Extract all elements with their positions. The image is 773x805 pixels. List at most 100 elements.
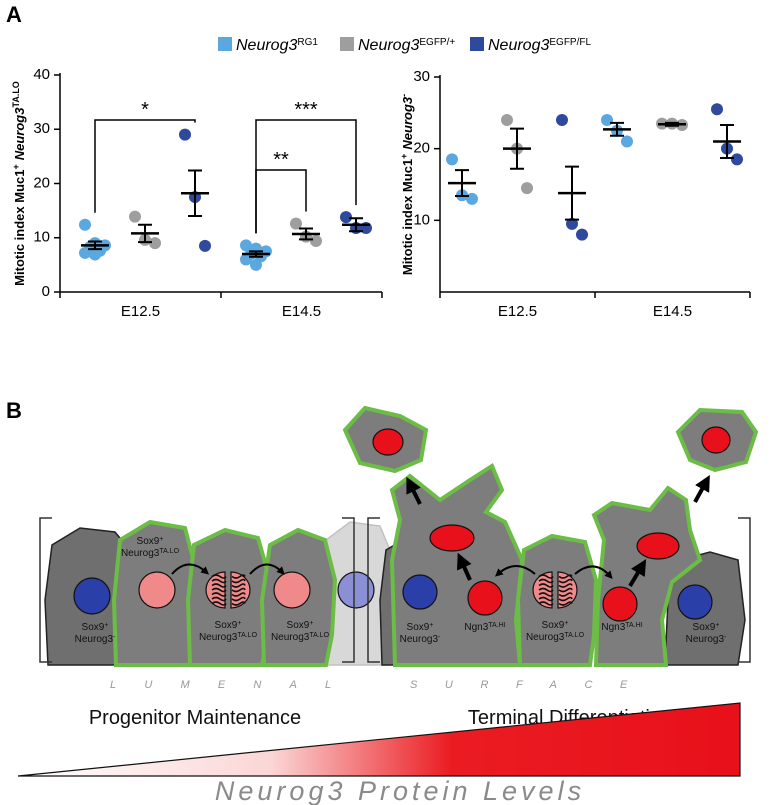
data-point xyxy=(149,237,161,250)
data-point xyxy=(576,228,588,241)
data-point xyxy=(501,114,513,126)
error-bar xyxy=(455,169,469,197)
data-point xyxy=(566,217,578,230)
error-bar xyxy=(720,124,734,159)
nucleus xyxy=(467,580,503,616)
chromosomes xyxy=(538,574,573,606)
cell-label-superscript: TA.LO xyxy=(309,632,329,639)
y-label-superscript: - xyxy=(399,94,409,97)
y-tick-label: 20 xyxy=(33,174,50,191)
cell-label-main: Sox9 xyxy=(407,622,430,633)
cell-label-main: Neurog3 xyxy=(199,632,238,643)
cell-label: Neurog3- xyxy=(400,634,441,646)
cell-label: Sox9+ xyxy=(542,620,569,632)
significance-bracket xyxy=(255,119,357,234)
panel-label: B xyxy=(6,398,22,423)
legend-swatch xyxy=(218,37,232,51)
legend-superscript: RG1 xyxy=(297,37,318,48)
panel-label: A xyxy=(6,2,22,27)
cell-label: Neurog3- xyxy=(75,634,116,646)
y-tick-label: 30 xyxy=(413,68,430,85)
significance-bracket xyxy=(94,119,196,213)
cell-label-main: Sox9 xyxy=(693,622,716,633)
significance-label: *** xyxy=(294,99,318,121)
data-point xyxy=(556,114,568,126)
cell-label-main: Ngn3 xyxy=(464,622,488,633)
nucleus xyxy=(73,577,111,615)
bracket xyxy=(367,517,380,663)
error-bar xyxy=(565,165,579,221)
nucleus xyxy=(701,426,731,454)
x-tick-label: E14.5 xyxy=(653,303,692,320)
gradient-triangle xyxy=(17,702,741,777)
legend-label: Neurog3EGFP/+ xyxy=(358,37,455,55)
y-label-part: Neurog3 xyxy=(12,107,27,161)
cell-label-superscript: + xyxy=(104,622,108,629)
data-point xyxy=(179,128,191,141)
y-axis-label: Mitotic index Muc1+ Neurog3- xyxy=(399,94,415,275)
arrow xyxy=(574,565,613,579)
cell-label: Sox9+ xyxy=(407,622,434,634)
cell-label-main: Neurog3 xyxy=(686,634,725,645)
cell-label-main: Sox9 xyxy=(82,622,105,633)
data-point xyxy=(129,210,141,223)
y-label-part: Mitotic index Muc1 xyxy=(12,170,27,286)
nucleus xyxy=(402,574,438,610)
bracket xyxy=(342,517,355,663)
diagram: Sox9+Neurog3-Sox9+Neurog3TA.LOSox9+Neuro… xyxy=(17,405,759,805)
arrow xyxy=(406,476,422,505)
y-tick-label: 30 xyxy=(33,120,50,137)
nucleus xyxy=(429,524,475,552)
bracket xyxy=(738,517,751,663)
section-label: Progenitor Maintenance xyxy=(89,707,301,729)
y-axis-label: Mitotic index Muc1+ Neurog3TA.LO xyxy=(11,81,27,286)
y-tick-label: 0 xyxy=(42,283,50,300)
cell-label-superscript: + xyxy=(715,622,719,629)
cell-label-superscript: TA.HI xyxy=(625,622,642,629)
nucleus xyxy=(677,584,713,620)
y-label-superscript: TA.LO xyxy=(11,81,21,107)
legend-name: Neurog3 xyxy=(488,37,549,54)
data-point xyxy=(711,103,723,116)
error-bar xyxy=(665,121,679,127)
cell-label-superscript: TA.LO xyxy=(564,632,584,639)
y-tick-label: 20 xyxy=(413,140,430,157)
y-tick-label: 10 xyxy=(413,211,430,228)
cell-label-main: Neurog3 xyxy=(400,634,439,645)
error-bar xyxy=(510,127,524,170)
cell-label-superscript: + xyxy=(429,622,433,629)
cell-label-superscript: - xyxy=(724,634,727,641)
nucleus xyxy=(636,532,680,560)
cell-label: Sox9+ xyxy=(693,622,720,634)
cell-label: Sox9+ xyxy=(215,620,242,632)
y-label-part: Mitotic index Muc1 xyxy=(400,159,415,275)
cell-label-superscript: + xyxy=(237,620,241,627)
cell-label-superscript: + xyxy=(309,620,313,627)
data-point xyxy=(240,239,252,252)
cell-label: Neurog3TA.LO xyxy=(526,632,585,644)
data-point xyxy=(290,217,302,230)
x-tick-label: E12.5 xyxy=(121,303,160,320)
data-point xyxy=(89,248,101,261)
cell-label-superscript: TA.LO xyxy=(237,632,257,639)
nucleus-faded xyxy=(337,571,375,609)
cell-label: Neurog3TA.LO xyxy=(199,632,258,644)
cell-label-superscript: TA.LO xyxy=(159,548,179,555)
surface-label: LUMENAL xyxy=(110,679,359,691)
gradient-label: Neurog3 Protein Levels xyxy=(215,776,585,805)
legend-label: Neurog3EGFP/FL xyxy=(488,37,591,55)
nucleus xyxy=(602,586,638,622)
cell-label-superscript: - xyxy=(113,634,116,641)
cell-label-main: Neurog3 xyxy=(75,634,114,645)
cell xyxy=(515,533,599,667)
cell-label: Ngn3TA.HI xyxy=(601,622,642,634)
bracket xyxy=(39,517,52,663)
cell-label-main: Sox9 xyxy=(137,536,160,547)
data-point xyxy=(199,239,211,252)
cell-label: Sox9+ xyxy=(137,536,164,548)
cell-label: Neurog3TA.LO xyxy=(121,548,180,560)
data-point xyxy=(250,258,262,271)
cell-label: Ngn3TA.HI xyxy=(464,622,505,634)
